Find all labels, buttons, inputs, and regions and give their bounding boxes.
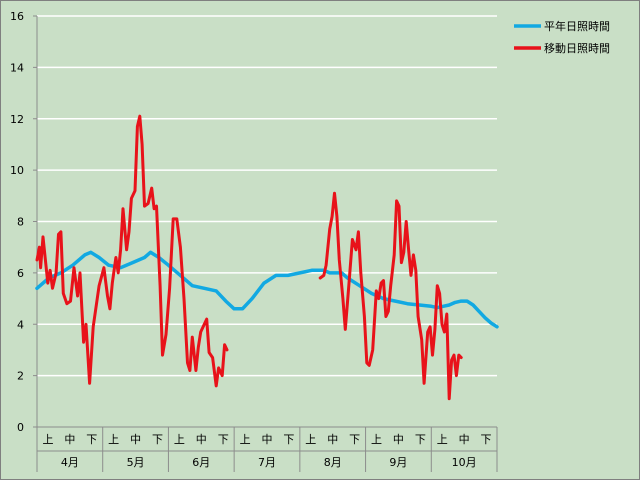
legend-label: 移動日照時間 <box>544 41 610 55</box>
series-line <box>35 114 229 388</box>
x-axis-categories: 上中下4月上中下5月上中下6月上中下7月上中下8月上中下9月上中下10月 <box>36 427 498 472</box>
y-tick-label: 6 <box>17 267 24 280</box>
x-period-label: 上 <box>437 433 448 446</box>
x-period-label: 中 <box>327 433 338 446</box>
legend-label: 平年日照時間 <box>544 19 610 33</box>
y-tick-label: 12 <box>10 113 24 126</box>
series-line <box>35 250 499 329</box>
x-period-label: 上 <box>108 433 119 446</box>
y-tick-label: 0 <box>17 421 24 434</box>
x-period-label: 上 <box>371 433 382 446</box>
gridlines <box>37 15 497 377</box>
series-line <box>318 191 463 401</box>
y-axis-tick-labels: 0 2 4 6 8 10 12 14 16 <box>10 10 24 434</box>
x-period-label: 下 <box>152 433 163 446</box>
y-tick-label: 16 <box>10 10 24 23</box>
y-tick-label: 2 <box>17 370 24 383</box>
y-tick-label: 8 <box>17 216 24 229</box>
y-tick-label: 10 <box>10 164 24 177</box>
axes <box>33 15 497 472</box>
x-period-label: 上 <box>305 433 316 446</box>
x-period-label: 上 <box>42 433 53 446</box>
data-series <box>35 114 499 401</box>
x-period-label: 中 <box>393 433 404 446</box>
x-month-label: 8月 <box>324 456 342 469</box>
x-period-label: 下 <box>218 433 229 446</box>
x-month-label: 9月 <box>389 456 407 469</box>
x-month-label: 6月 <box>192 456 210 469</box>
x-period-label: 上 <box>240 433 251 446</box>
x-month-label: 5月 <box>127 456 145 469</box>
x-month-label: 7月 <box>258 456 276 469</box>
x-period-label: 中 <box>64 433 75 446</box>
x-month-label: 10月 <box>452 456 477 469</box>
x-period-label: 下 <box>415 433 426 446</box>
x-period-label: 下 <box>349 433 360 446</box>
x-period-label: 中 <box>459 433 470 446</box>
x-period-label: 下 <box>86 433 97 446</box>
x-period-label: 中 <box>262 433 273 446</box>
x-period-label: 中 <box>130 433 141 446</box>
x-period-label: 中 <box>196 433 207 446</box>
x-month-label: 4月 <box>61 456 79 469</box>
y-tick-label: 4 <box>17 318 24 331</box>
x-period-label: 下 <box>283 433 294 446</box>
x-period-label: 下 <box>481 433 492 446</box>
y-tick-label: 14 <box>10 61 24 74</box>
x-period-label: 上 <box>174 433 185 446</box>
